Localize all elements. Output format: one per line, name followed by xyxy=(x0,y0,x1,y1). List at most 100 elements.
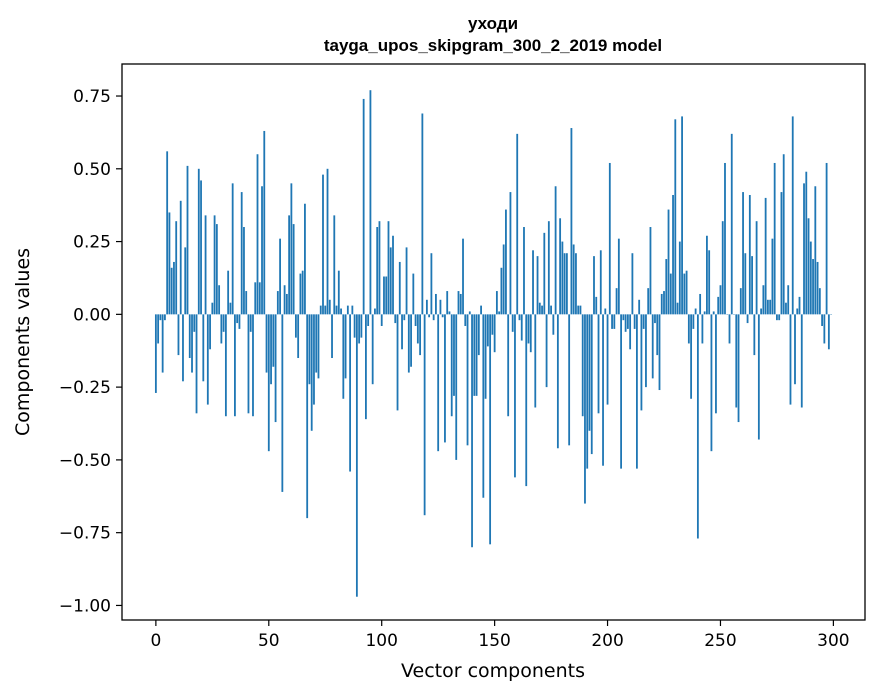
bar xyxy=(340,308,342,315)
bar xyxy=(315,314,318,373)
bar xyxy=(398,261,401,315)
bar xyxy=(495,291,498,315)
bar xyxy=(360,314,363,338)
bar xyxy=(475,314,478,396)
bar xyxy=(349,314,351,472)
bar xyxy=(412,273,415,315)
bar xyxy=(326,168,329,315)
bar xyxy=(168,212,171,315)
bar xyxy=(593,256,595,315)
bar xyxy=(419,314,422,356)
bar xyxy=(276,291,279,315)
bar xyxy=(818,288,821,315)
bar xyxy=(435,293,437,315)
bar xyxy=(683,273,686,315)
bar xyxy=(484,314,487,399)
bar xyxy=(701,314,704,344)
bar xyxy=(310,314,313,431)
bar xyxy=(771,238,774,315)
bar xyxy=(213,215,216,315)
bar xyxy=(428,314,431,318)
bar xyxy=(658,314,661,391)
bar xyxy=(416,314,419,344)
bar xyxy=(236,314,239,324)
bar xyxy=(708,250,711,315)
bar xyxy=(258,282,261,315)
bar xyxy=(823,314,826,344)
bar xyxy=(696,314,699,539)
bar xyxy=(234,314,236,417)
bar xyxy=(265,314,268,373)
bar xyxy=(164,314,166,321)
bar xyxy=(355,314,358,597)
bar xyxy=(335,305,338,315)
bar xyxy=(209,314,211,350)
bar xyxy=(509,192,512,315)
bar xyxy=(629,314,632,350)
bar xyxy=(200,180,202,315)
bar xyxy=(712,311,715,315)
bar xyxy=(703,311,706,315)
bar xyxy=(796,308,799,315)
bar xyxy=(615,288,618,315)
bar xyxy=(737,314,740,423)
bar xyxy=(274,314,277,423)
bar xyxy=(215,224,218,315)
bar xyxy=(468,311,471,315)
bar xyxy=(489,314,492,545)
y-tick-label: −0.50 xyxy=(59,451,111,471)
x-tick-label: 100 xyxy=(365,631,397,651)
bar xyxy=(367,314,370,326)
bar xyxy=(550,305,552,315)
bar xyxy=(575,253,577,315)
bar xyxy=(751,256,753,315)
bar xyxy=(667,209,670,315)
bar xyxy=(261,186,263,315)
bar xyxy=(240,192,243,315)
bar xyxy=(739,288,742,315)
bar xyxy=(545,314,548,388)
bar xyxy=(514,314,516,478)
bar xyxy=(674,119,677,315)
bar xyxy=(204,215,207,315)
bar xyxy=(782,154,785,315)
bar xyxy=(611,314,613,329)
bar xyxy=(642,314,645,329)
plot-frame xyxy=(121,63,866,621)
chart-subtitle: tayga_upos_skipgram_300_2_2019 model xyxy=(324,36,662,55)
bar xyxy=(229,302,232,315)
bar xyxy=(437,314,440,452)
bar xyxy=(238,314,241,329)
bar xyxy=(344,314,347,379)
bar xyxy=(604,308,607,315)
bar xyxy=(816,261,819,315)
bar xyxy=(170,267,173,315)
bar xyxy=(166,151,169,315)
bar xyxy=(602,314,604,466)
bar xyxy=(188,314,191,359)
bar xyxy=(182,314,184,382)
bar xyxy=(267,314,270,452)
bar xyxy=(197,168,200,315)
bar xyxy=(590,314,593,455)
bar xyxy=(392,235,394,315)
bar xyxy=(383,276,385,315)
bar xyxy=(486,314,489,347)
bar xyxy=(748,194,751,315)
bar xyxy=(572,244,575,315)
x-axis-label: Vector components xyxy=(401,660,585,682)
bar xyxy=(294,314,297,338)
bar xyxy=(776,314,778,321)
bar xyxy=(374,308,376,315)
bar xyxy=(173,261,175,315)
bar xyxy=(672,194,674,315)
bar xyxy=(785,302,787,315)
bar xyxy=(687,314,690,344)
bar xyxy=(636,314,638,469)
y-axis-label: Components values xyxy=(12,248,34,436)
bar xyxy=(597,314,600,414)
bar xyxy=(387,221,390,315)
bar xyxy=(193,314,196,332)
bar xyxy=(735,314,738,408)
